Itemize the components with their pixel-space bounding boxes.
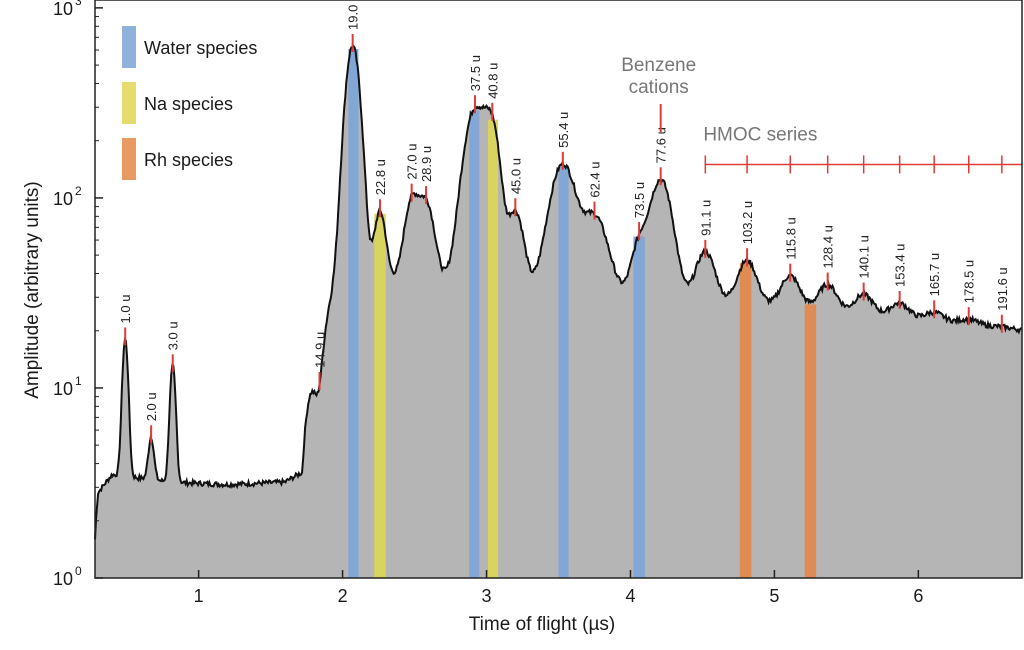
legend: Water species Na species Rh species <box>122 26 257 180</box>
x-tick-label: 4 <box>625 586 635 606</box>
legend-swatch <box>122 26 136 68</box>
species-band-na <box>487 119 499 579</box>
peak-markers <box>124 34 1003 444</box>
y-tick-exponent: 1 <box>75 374 82 388</box>
peak-label: 140.1 u <box>857 235 872 278</box>
x-axis-label: Time of flight (µs) <box>469 614 615 635</box>
peak-label: 22.8 u <box>373 159 388 195</box>
peak-label: 165.7 u <box>927 253 942 296</box>
peak-label: 191.6 u <box>995 267 1010 310</box>
peak-label: 3.0 u <box>166 321 181 350</box>
species-band-na <box>374 213 386 578</box>
species-band-water <box>469 110 480 578</box>
legend-swatch <box>122 82 136 124</box>
legend-swatch <box>122 138 136 180</box>
peak-label: 27.0 u <box>405 143 420 179</box>
y-tick-label: 10 <box>53 569 73 589</box>
peak-label: 115.8 u <box>783 217 798 259</box>
x-tick-label: 2 <box>338 586 348 606</box>
peak-label: 77.6 u <box>654 127 669 163</box>
peak-label: 14.9 u <box>313 332 328 368</box>
peak-label: 45.0 u <box>508 158 523 194</box>
peak-label: 73.5 u <box>632 182 647 218</box>
plot-frame <box>94 0 1023 579</box>
spectrum-line <box>94 44 1023 540</box>
y-tick-label: 10 <box>53 189 73 209</box>
species-band-water <box>633 236 645 579</box>
y-tick-exponent: 3 <box>75 0 82 8</box>
y-tick-exponent: 2 <box>75 184 82 198</box>
species-band-water <box>348 48 359 578</box>
peak-label: 2.0 u <box>144 392 159 421</box>
benzene-annotation: Benzene cations <box>621 55 696 132</box>
peak-label: 153.4 u <box>893 244 908 287</box>
benzene-label-line2: cations <box>629 77 689 98</box>
hmoc-series-bracket: HMOC series <box>703 124 1022 174</box>
species-band-water <box>558 166 569 578</box>
y-axis-label: Amplitude (arbitrary units) <box>22 181 43 399</box>
species-band-rh <box>804 304 817 578</box>
peak-label: 62.4 u <box>587 161 602 197</box>
peak-label: 55.4 u <box>556 112 571 148</box>
peak-label: 40.8 u <box>485 63 500 99</box>
legend-label: Water species <box>144 38 257 58</box>
x-tick-label: 1 <box>194 586 204 606</box>
peak-label: 28.9 u <box>419 146 434 182</box>
peak-label: 178.5 u <box>962 260 977 303</box>
x-tick-label: 3 <box>482 586 492 606</box>
hmoc-label: HMOC series <box>703 124 817 145</box>
benzene-label-line1: Benzene <box>621 55 696 76</box>
peak-label: 103.2 u <box>740 201 755 244</box>
peak-label: 128.4 u <box>821 225 836 268</box>
x-tick-label: 6 <box>913 586 923 606</box>
x-tick-label: 5 <box>769 586 779 606</box>
legend-label: Na species <box>144 94 233 114</box>
species-band-rh <box>739 263 752 578</box>
y-tick-exponent: 0 <box>75 564 82 578</box>
x-axis-ticks: 1 2 3 4 5 6 <box>194 570 923 606</box>
peak-label: 19.0 u <box>346 0 361 30</box>
y-tick-label: 10 <box>53 0 73 19</box>
peak-label: 1.0 u <box>118 295 133 324</box>
species-band-overlays <box>348 48 817 579</box>
y-tick-label: 10 <box>53 379 73 399</box>
peak-label: 37.5 u <box>468 55 483 91</box>
peak-label: 91.1 u <box>698 200 713 236</box>
legend-label: Rh species <box>144 150 233 170</box>
